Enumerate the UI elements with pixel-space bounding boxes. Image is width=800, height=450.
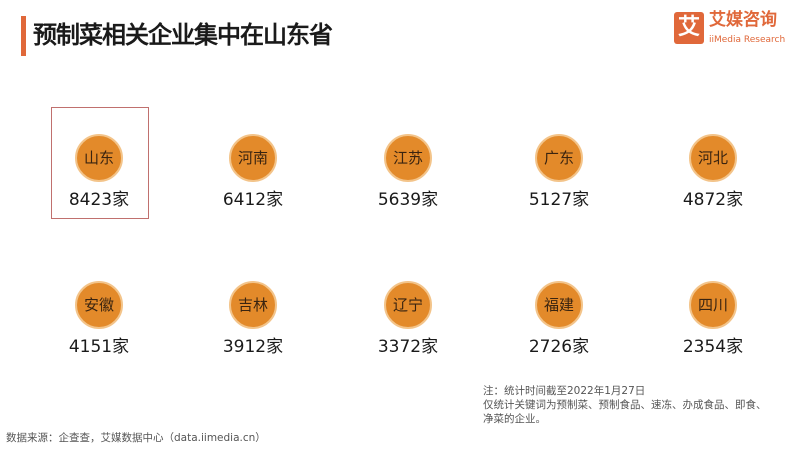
province-item: 广东 5127家	[499, 134, 619, 211]
data-source: 数据来源：企查查，艾媒数据中心（data.iimedia.cn）	[6, 432, 266, 444]
province-value: 3372家	[377, 337, 439, 357]
province-item: 辽宁 3372家	[348, 281, 468, 358]
province-circle: 四川	[689, 281, 737, 329]
province-circle: 河北	[689, 134, 737, 182]
province-value: 4151家	[68, 337, 130, 357]
province-value: 5127家	[528, 190, 590, 210]
highlight-box	[51, 107, 149, 219]
province-item: 安徽 4151家	[39, 281, 159, 358]
logo-cn: 艾媒咨询	[709, 10, 777, 30]
page-title: 预制菜相关企业集中在山东省	[33, 21, 333, 49]
province-circle: 山东	[75, 134, 123, 182]
province-item: 吉林 3912家	[193, 281, 313, 358]
province-circle: 福建	[535, 281, 583, 329]
province-value: 8423家	[68, 190, 130, 210]
province-value: 2726家	[528, 337, 590, 357]
province-circle: 安徽	[75, 281, 123, 329]
note-line-1: 注：统计时间截至2022年1月27日	[483, 385, 646, 397]
province-circle: 广东	[535, 134, 583, 182]
province-value: 3912家	[222, 337, 284, 357]
province-item: 河南 6412家	[193, 134, 313, 211]
province-value: 6412家	[222, 190, 284, 210]
province-item: 福建 2726家	[499, 281, 619, 358]
province-circle: 江苏	[384, 134, 432, 182]
logo-mark: 艾	[674, 12, 704, 44]
province-value: 5639家	[377, 190, 439, 210]
province-item: 山东 8423家	[39, 134, 159, 211]
note-line-2: 仅统计关键词为预制菜、预制食品、速冻、办成食品、即食、净菜的企业。	[483, 399, 767, 425]
province-item: 四川 2354家	[653, 281, 773, 358]
province-value: 2354家	[682, 337, 744, 357]
province-item: 江苏 5639家	[348, 134, 468, 211]
province-item: 河北 4872家	[653, 134, 773, 211]
note: 注：统计时间截至2022年1月27日 仅统计关键词为预制菜、预制食品、速冻、办成…	[483, 384, 773, 426]
title-accent-bar	[21, 16, 26, 56]
province-circle: 辽宁	[384, 281, 432, 329]
province-value: 4872家	[682, 190, 744, 210]
logo: 艾 艾媒咨询 iiMedia Research	[674, 10, 798, 50]
logo-en: iiMedia Research	[709, 35, 786, 45]
province-circle: 吉林	[229, 281, 277, 329]
province-circle: 河南	[229, 134, 277, 182]
